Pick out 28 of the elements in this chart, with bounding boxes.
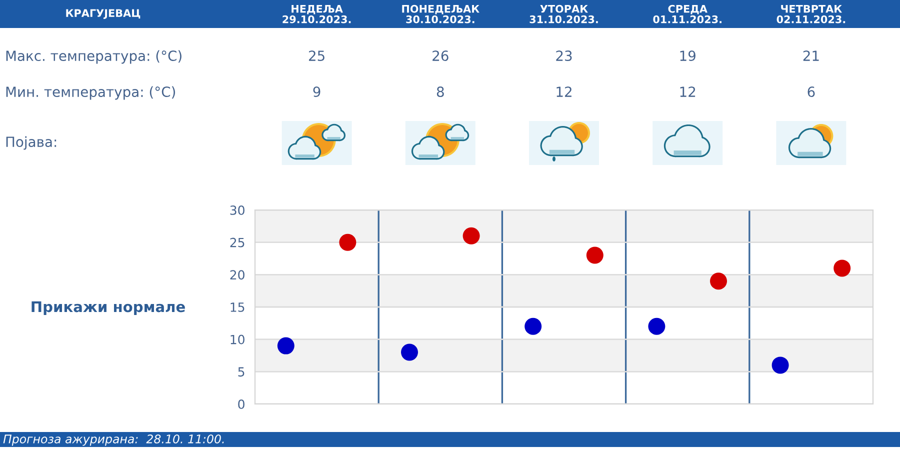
- data-label: 19: [680, 50, 696, 62]
- data-label: 23: [556, 50, 572, 62]
- y-tick-label: 10: [230, 334, 244, 344]
- data-label: 12: [680, 86, 696, 97]
- data-label: 26: [432, 50, 448, 62]
- text: Прикажи нормале: [32, 301, 185, 316]
- data-label: 12: [556, 86, 572, 97]
- y-tick-label: 15: [230, 302, 244, 312]
- text: УТОРАК 31.10.2023.: [530, 4, 598, 24]
- data-label: 8: [436, 86, 444, 98]
- data-label: 9: [313, 86, 320, 98]
- text: НЕДЕЉА 29.10.2023.: [282, 5, 351, 24]
- text: Појава:: [6, 136, 56, 150]
- text: Макс. температура: (°C): [6, 50, 182, 64]
- y-tick-label: 25: [230, 238, 244, 248]
- y-tick-label: 30: [230, 205, 244, 215]
- data-label: 6: [808, 86, 815, 98]
- text: Мин. температура: (°C): [6, 86, 176, 100]
- text: Прогноза ажурирана: 28.10. 11:00.: [3, 434, 224, 446]
- data-label: 25: [308, 50, 324, 62]
- y-tick-label: 5: [238, 367, 244, 377]
- text: КРАГУЈЕВАЦ: [66, 9, 140, 19]
- text: СРЕДА 01.11.2023.: [653, 4, 722, 24]
- data-label: 21: [803, 50, 819, 61]
- y-tick-label: 0: [238, 399, 244, 409]
- text: ПОНЕДЕЉАК 30.10.2023.: [402, 4, 480, 24]
- text: ЧЕТВРТАК 02.11.2023.: [776, 5, 846, 24]
- y-tick-label: 20: [230, 270, 244, 280]
